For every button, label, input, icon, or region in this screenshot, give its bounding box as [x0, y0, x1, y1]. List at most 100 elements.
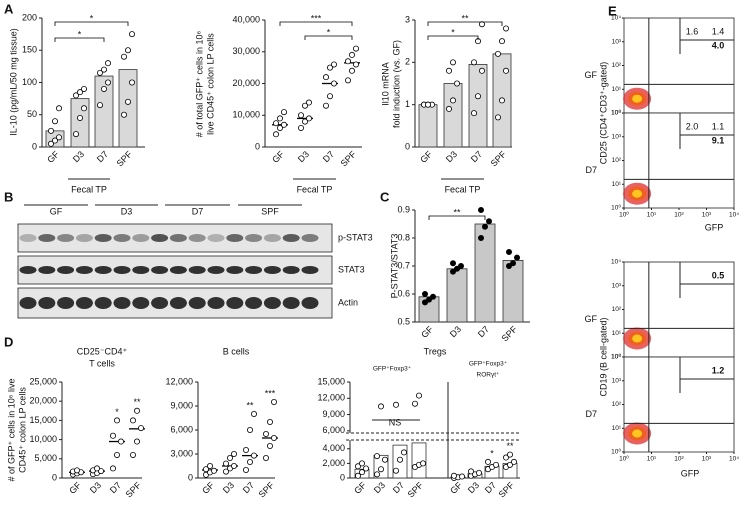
- blot-band: [75, 297, 93, 309]
- quadrant-value: 2.0: [686, 121, 699, 131]
- data-point: [250, 452, 257, 459]
- significance-label: *: [90, 13, 94, 23]
- data-point: [352, 61, 359, 68]
- data-point: [484, 458, 491, 465]
- data-point: [137, 425, 144, 432]
- data-point: [373, 471, 380, 478]
- data-point: [506, 461, 513, 468]
- y-tick-label: 6,000: [170, 424, 193, 434]
- x-tick-label: D3: [444, 149, 459, 164]
- x-tick-label: D3: [448, 324, 463, 339]
- blot-band: [301, 297, 319, 309]
- data-point: [74, 467, 81, 474]
- blot-band: [19, 266, 37, 274]
- data-point: [272, 120, 279, 127]
- data-point: [56, 105, 63, 112]
- data-point: [470, 110, 477, 117]
- quadrant-value: 1.1: [712, 121, 725, 131]
- x-tick-label: 10²: [674, 212, 684, 219]
- data-point: [110, 465, 117, 472]
- y-tick-label: 0.6: [397, 288, 410, 298]
- blot-band: [207, 234, 225, 242]
- blot-band: [245, 266, 263, 274]
- data-point: [449, 97, 456, 104]
- blot-band: [132, 266, 150, 274]
- data-point: [411, 400, 418, 407]
- data-point: [425, 296, 432, 303]
- y-tick-label: 10⁰: [611, 448, 621, 456]
- chart-title: B cells: [223, 346, 250, 356]
- y-tick-label: 2,000: [322, 458, 345, 468]
- blot-band: [151, 234, 169, 242]
- blot-band: [19, 234, 37, 242]
- data-point: [121, 111, 128, 118]
- data-point: [222, 468, 229, 475]
- data-point: [381, 456, 388, 463]
- y-tick-label: 0: [340, 472, 345, 482]
- y-axis-label: fold induction (vs. GF): [391, 40, 401, 128]
- data-point: [494, 50, 501, 57]
- data-point: [450, 472, 457, 479]
- x-tick-label: D7: [321, 149, 336, 164]
- x-tick-label: D3: [466, 480, 481, 495]
- data-point: [348, 51, 355, 58]
- data-point: [494, 114, 501, 121]
- data-point: [344, 77, 351, 84]
- cell-cloud: [632, 429, 643, 438]
- bar: [418, 104, 438, 148]
- data-point: [392, 467, 399, 474]
- data-point: [449, 260, 456, 267]
- y-tick-label: 0.9: [397, 204, 410, 214]
- data-point: [270, 434, 277, 441]
- quadrant-value: 0.5: [712, 270, 725, 280]
- data-point: [502, 454, 509, 461]
- significance-bracket: [427, 35, 479, 40]
- y-tick-label: 10³: [612, 282, 622, 289]
- y-axis-label: CD25 (CD4⁺CD3⁺-gated): [598, 62, 608, 165]
- data-point: [270, 398, 277, 405]
- y-tick-label: 10⁰: [611, 204, 621, 212]
- data-point: [73, 92, 80, 99]
- data-point: [322, 102, 329, 109]
- data-point: [297, 124, 304, 131]
- x-tick-label: SPF: [406, 480, 426, 500]
- x-tick-label: D7: [469, 149, 484, 164]
- data-point: [377, 466, 384, 473]
- x-tick-label: SPF: [257, 480, 277, 500]
- data-point: [77, 114, 84, 121]
- y-tick-label: 10²: [612, 62, 622, 69]
- data-point: [305, 99, 312, 106]
- blot-band: [301, 234, 319, 242]
- data-point: [358, 469, 365, 476]
- x-tick-label: SPF: [339, 149, 359, 169]
- significance-label: **: [246, 400, 254, 410]
- data-point: [301, 118, 308, 125]
- quadrant-value: 9.1: [712, 135, 725, 145]
- x-tick-label: SPF: [497, 480, 517, 500]
- y-tick-label: 3: [405, 14, 410, 24]
- data-point: [101, 66, 108, 73]
- x-tick-label: GF: [270, 149, 286, 165]
- blot-band: [57, 234, 75, 242]
- cell-cloud: [632, 189, 643, 198]
- x-tick-label: D3: [88, 480, 103, 495]
- y-tick-label: 100: [22, 77, 37, 87]
- y-tick-label: 200: [22, 12, 37, 22]
- significance-label: *: [327, 27, 331, 37]
- blot-band: [188, 266, 206, 274]
- data-point: [485, 218, 492, 225]
- data-point: [457, 262, 464, 269]
- blot-band: [38, 234, 56, 242]
- y-tick-label: 4,000: [322, 443, 345, 453]
- blot-band: [75, 266, 93, 274]
- data-point: [492, 461, 499, 468]
- bar: [411, 442, 427, 479]
- data-point: [344, 58, 351, 65]
- x-tick-label: SPF: [124, 480, 144, 500]
- band-label: STAT3: [338, 264, 365, 274]
- data-point: [419, 460, 426, 467]
- data-point: [330, 80, 337, 87]
- data-point: [478, 67, 485, 74]
- data-point: [129, 417, 136, 424]
- data-point: [246, 458, 253, 465]
